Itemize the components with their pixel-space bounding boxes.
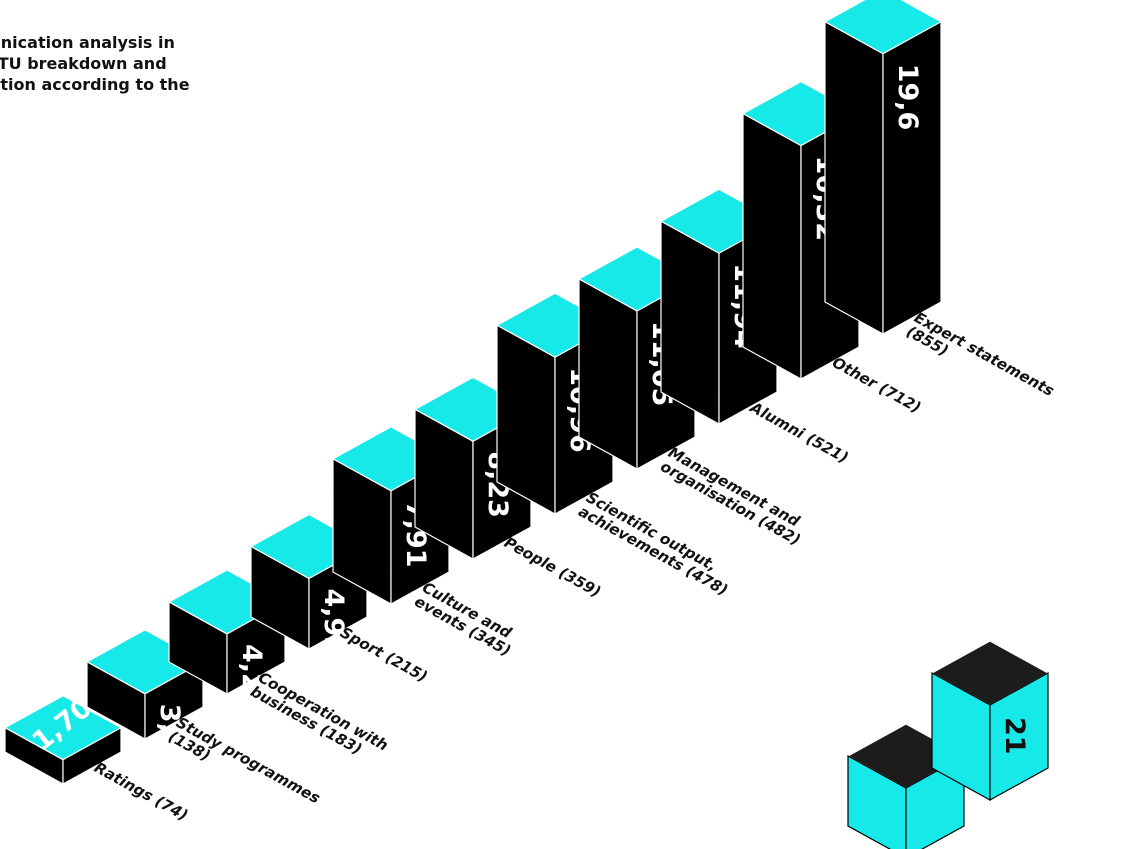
bar-value-label: 19,6 — [892, 64, 923, 131]
bar-group: 19,6 Expert statements(855) — [824, 0, 1057, 414]
decorative-bars-layer: 21 — [846, 640, 1050, 849]
bar-category-label: People (359) — [501, 533, 604, 601]
chart-title-line-2: (KTU breakdown and — [0, 54, 167, 73]
bar-right-face — [144, 661, 204, 740]
decorative-bar-value-label: 21 — [999, 717, 1030, 755]
chart-title-line-3: inition according to the — [0, 75, 190, 94]
bar-value-label: 4,93 — [318, 589, 349, 656]
bar-left-face — [496, 324, 556, 515]
bar-right-face — [62, 727, 122, 785]
decorative-bar-right-face — [989, 671, 1049, 802]
chart-title-line-1: nunication analysis in — [0, 33, 175, 52]
decorative-bar-left-face — [847, 754, 907, 849]
bar-category-label: Expert statements(855) — [903, 308, 1057, 414]
bar-category-label: Sport (215) — [337, 623, 430, 686]
bar-category-label: Cooperation withbusiness (183) — [247, 668, 391, 768]
bar-category-label: Study programmes(138) — [165, 713, 323, 821]
bar-value-label: 3,16 — [154, 704, 185, 771]
decorative-bar: 21 — [930, 640, 1050, 802]
bar-left-face — [824, 21, 884, 335]
bar-category-label: Other (712) — [829, 353, 924, 416]
bar-right-face — [882, 21, 942, 335]
bar-left-face — [742, 113, 802, 380]
bar-left-face — [578, 278, 638, 470]
bar-left-face — [660, 220, 720, 425]
bar-category-label: Culture andevents (345) — [411, 578, 521, 660]
bar-value-label: 4,2 — [236, 644, 267, 692]
bar-category-label: Alumni (521) — [746, 398, 851, 467]
chart-title: nunication analysis in (KTU breakdown an… — [0, 32, 278, 116]
bar-category-label: Management andorganisation (482) — [657, 443, 811, 549]
